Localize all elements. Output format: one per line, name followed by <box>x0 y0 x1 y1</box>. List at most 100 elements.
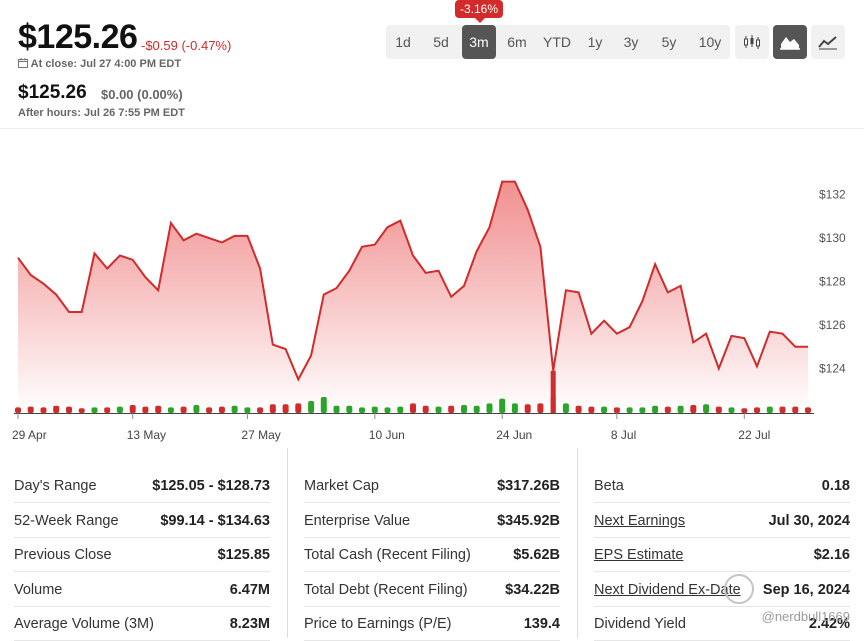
mountain-chart-icon <box>780 37 800 50</box>
x-tick-label: 27 May <box>241 428 280 442</box>
stat-row: Average Volume (3M) 8.23M <box>14 606 270 641</box>
stat-value: $317.26B <box>497 478 560 494</box>
stat-row: Enterprise Value $345.92B <box>304 503 560 538</box>
y-tick-label: $128 <box>819 275 846 289</box>
stat-row: Total Cash (Recent Filing) $5.62B <box>304 537 560 572</box>
candlestick-chart-button[interactable] <box>735 25 769 59</box>
range-button-3y[interactable]: 3y <box>623 34 639 50</box>
stat-label: Day's Range <box>14 478 97 494</box>
range-button-5d[interactable]: 5d <box>433 34 449 50</box>
volume-bar <box>613 407 620 413</box>
stat-label: Total Cash (Recent Filing) <box>304 547 471 563</box>
stat-value: $345.92B <box>497 512 560 529</box>
volume-bar <box>231 405 238 413</box>
stat-value: $34.22B <box>505 581 560 598</box>
range-button-3m[interactable]: 3m <box>462 25 496 59</box>
stat-value: 0.18 <box>821 478 850 494</box>
stat-label: Enterprise Value <box>304 512 411 529</box>
line-chart-button[interactable] <box>811 25 845 59</box>
volume-bar <box>537 403 544 413</box>
volume-bar <box>461 405 467 413</box>
y-tick-label: $132 <box>819 188 846 202</box>
stat-label[interactable]: EPS Estimate <box>594 547 684 563</box>
stat-row: Total Debt (Recent Filing) $34.22B <box>304 572 560 607</box>
header-divider <box>0 128 864 129</box>
volume-bar <box>218 406 225 413</box>
volume-bar <box>664 406 671 413</box>
range-button-6m[interactable]: 6m <box>507 34 527 50</box>
volume-bar <box>78 408 85 413</box>
stat-label[interactable]: Next Earnings <box>594 512 686 529</box>
range-button-10y[interactable]: 10y <box>698 34 722 50</box>
range-button-1y[interactable]: 1y <box>587 34 603 50</box>
volume-spike <box>550 370 556 413</box>
price-chart: $124 $126 $128 $130 $132 29 Apr 13 May 27 May 10… <box>12 180 846 442</box>
volume-bar <box>359 407 365 413</box>
volume-bar <box>499 398 506 413</box>
candlestick-icon <box>744 35 760 49</box>
stat-label: Beta <box>594 478 624 494</box>
stat-label: Price to Earnings (P/E) <box>304 616 452 632</box>
range-button-5y[interactable]: 5y <box>661 34 677 50</box>
stat-label: Average Volume (3M) <box>14 616 154 632</box>
x-tick-label: 13 May <box>127 428 166 442</box>
price-change: -$0.59 (-0.47%) <box>141 38 232 53</box>
volume-bar <box>524 404 531 413</box>
range-button-1d[interactable]: 1d <box>395 34 411 50</box>
volume-bar <box>308 401 315 413</box>
volume-bar <box>575 405 582 413</box>
volume-bar <box>206 407 213 413</box>
stat-row: Previous Close $125.85 <box>14 537 270 572</box>
volume-bar <box>346 405 353 413</box>
volume-bar <box>601 406 608 413</box>
volume-bar <box>728 407 735 413</box>
close-time-label: At close: Jul 27 4:00 PM EDT <box>30 58 182 70</box>
stat-value: 6.47M <box>229 581 270 598</box>
stat-row: Volume 6.47M <box>14 572 270 607</box>
volume-bar <box>766 406 773 413</box>
line-chart-icon <box>818 36 837 50</box>
volume-bar <box>588 406 595 413</box>
range-button-ytd[interactable]: YTD <box>543 34 571 50</box>
stat-row: Price to Earnings (P/E) 139.4 <box>304 606 560 641</box>
volume-bar <box>741 408 748 413</box>
price-area <box>18 181 808 413</box>
after-hours-time: After hours: Jul 26 7:55 PM EDT <box>18 107 185 119</box>
volume-bar <box>715 406 722 413</box>
stat-row: Next Dividend Ex-Date Sep 16, 2024 <box>594 572 850 607</box>
stat-value: $5.62B <box>513 547 560 563</box>
current-price: $125.26 <box>18 18 138 56</box>
stat-value: Jul 30, 2024 <box>768 512 850 529</box>
stat-label: Market Cap <box>304 478 379 494</box>
stat-value: 139.4 <box>523 616 560 632</box>
stat-value: $2.16 <box>813 547 850 563</box>
volume-bar <box>66 406 72 413</box>
volume-bar <box>473 405 480 413</box>
volume-bar <box>410 403 416 413</box>
volume-bar <box>435 406 442 413</box>
volume-bar <box>626 407 633 413</box>
volume-bar <box>677 405 684 413</box>
close-time-row: At close: Jul 27 4:00 PM EDT <box>18 58 181 70</box>
y-tick-label: $124 <box>819 362 846 376</box>
volume-bar <box>282 404 289 413</box>
volume-bar <box>652 405 659 413</box>
stat-row: EPS Estimate $2.16 <box>594 537 850 572</box>
volume-bar <box>142 406 149 413</box>
stat-row: 52-Week Range $99.14 - $134.63 <box>14 503 270 538</box>
mountain-chart-button[interactable] <box>773 25 807 59</box>
price-line <box>17 180 808 382</box>
volume-bar <box>792 406 799 413</box>
volume-bar <box>333 405 340 413</box>
x-tick-label: 29 Apr <box>12 428 47 442</box>
volume-bar <box>269 404 276 413</box>
volume-bar <box>129 405 136 413</box>
x-tick-label: 10 Jun <box>369 428 405 442</box>
stat-value: $125.85 <box>217 547 270 563</box>
stat-value: Sep 16, 2024 <box>762 581 850 598</box>
stat-label: Previous Close <box>14 547 112 563</box>
watermark-logo <box>724 574 754 604</box>
volume-bar <box>562 403 569 413</box>
stat-value: $125.05 - $128.73 <box>152 478 270 494</box>
stat-label[interactable]: Next Dividend Ex-Date <box>594 581 741 598</box>
